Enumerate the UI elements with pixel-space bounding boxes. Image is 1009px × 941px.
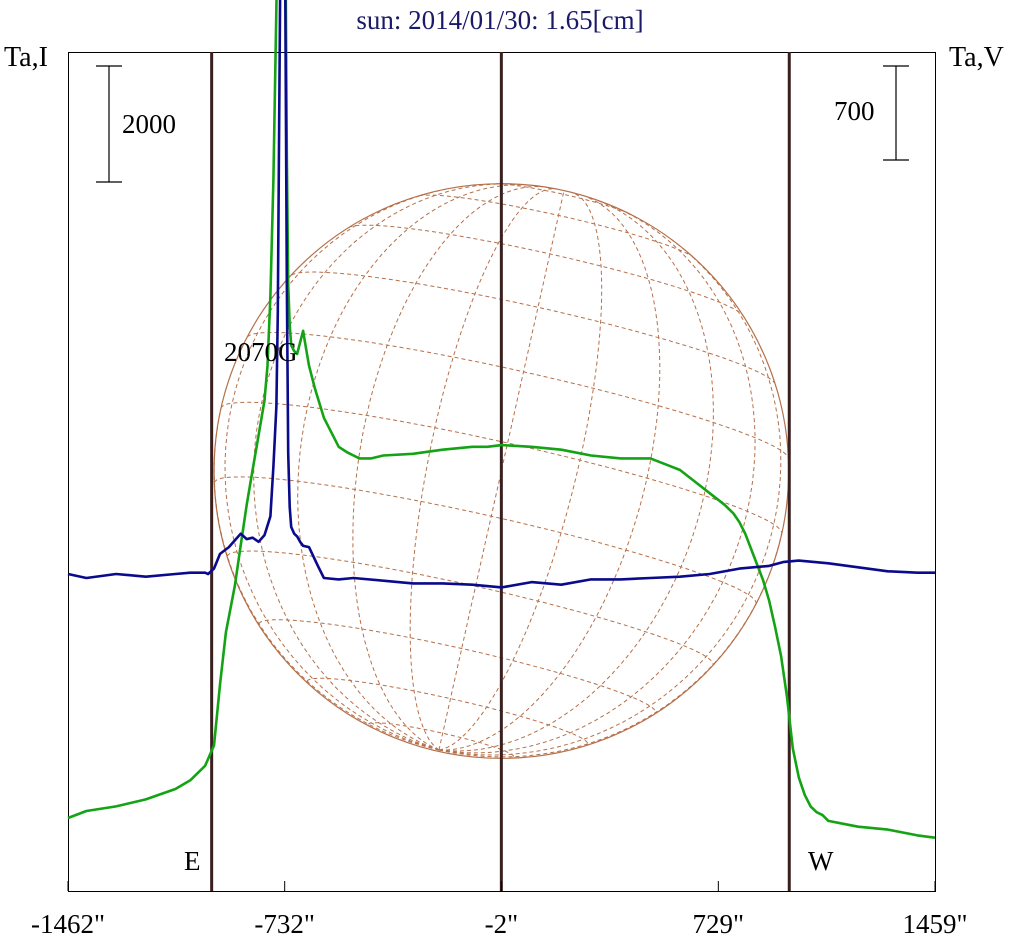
longitude-line [213, 408, 440, 751]
limb-lines [210, 52, 791, 891]
latitude-line [226, 550, 714, 665]
longitude-line [297, 184, 533, 751]
longitude-line [253, 183, 513, 751]
longitude-line [438, 206, 756, 754]
longitude-line [438, 190, 565, 751]
longitude-line [438, 533, 783, 758]
latitude-line [495, 183, 629, 214]
longitude-line [438, 198, 714, 752]
intensity-scale-label: 2000 [122, 109, 176, 139]
longitude-line [438, 191, 603, 751]
x-tick-label: -2" [485, 909, 519, 939]
longitude-line [438, 237, 782, 756]
longitude-line [352, 185, 542, 751]
west-limb-label: W [808, 846, 834, 876]
chart-title: sun: 2014/01/30: 1.65[cm] [356, 5, 643, 35]
x-tick-label: -1462" [31, 909, 105, 939]
intensity-series-line [67, 0, 936, 839]
polarization-series-line [67, 0, 935, 589]
longitude-line [409, 188, 557, 751]
left-axis-label: Ta,I [4, 42, 48, 73]
intensity-scale-bar: 2000 [96, 65, 176, 183]
x-axis-ticks: -1462" -732" -2" 729" 1459" [31, 881, 968, 939]
east-limb-label: E [184, 846, 201, 876]
latitude-line [291, 271, 775, 384]
field-strength-annotation: 2070G [224, 337, 298, 367]
longitude-line [439, 196, 661, 751]
series-group [67, 0, 936, 839]
x-tick-label: -732" [254, 909, 315, 939]
x-tick-label: 729" [693, 909, 745, 939]
latitude-line [246, 331, 789, 459]
x-tick-label: 1459" [902, 909, 967, 939]
latitude-line [348, 224, 744, 317]
polarization-scale-bar: 700 [834, 65, 909, 161]
longitude-line [224, 188, 449, 751]
polarization-scale-label: 700 [834, 96, 875, 126]
right-axis-label: Ta,V [949, 42, 1004, 73]
